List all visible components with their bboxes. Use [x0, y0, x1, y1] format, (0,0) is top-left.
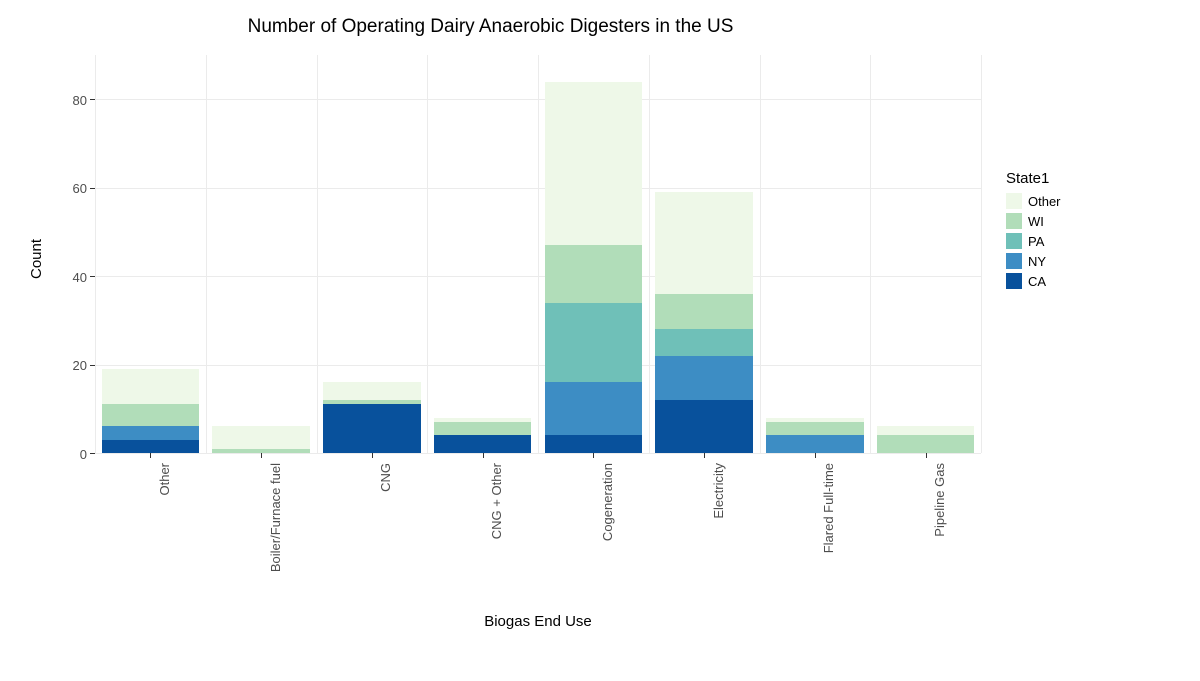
legend-item: CA [1006, 273, 1061, 289]
x-tick-mark [926, 453, 927, 458]
bar-segment [655, 192, 752, 294]
y-tick-mark [90, 276, 95, 277]
bar-segment [434, 422, 531, 435]
bar-segment [877, 426, 974, 435]
gridline-vertical [649, 55, 650, 453]
bar-segment [655, 294, 752, 329]
x-tick-label: CNG + Other [489, 463, 504, 663]
y-tick-label: 60 [47, 181, 87, 196]
y-tick-label: 40 [47, 270, 87, 285]
x-tick-mark [483, 453, 484, 458]
x-tick-label: Flared Full-time [821, 463, 836, 663]
x-tick-mark [261, 453, 262, 458]
legend-label: PA [1028, 234, 1044, 249]
chart-title: Number of Operating Dairy Anaerobic Dige… [0, 16, 981, 38]
bar-segment [434, 435, 531, 453]
legend-item: WI [1006, 213, 1061, 229]
bar-segment [545, 245, 642, 302]
x-tick-label: Other [157, 463, 172, 663]
gridline-vertical [538, 55, 539, 453]
y-tick-mark [90, 365, 95, 366]
legend-label: CA [1028, 274, 1046, 289]
x-tick-mark [815, 453, 816, 458]
bar-segment [766, 422, 863, 435]
gridline-vertical [317, 55, 318, 453]
bar-segment [323, 404, 420, 453]
bar-segment [545, 382, 642, 435]
bar-segment [545, 303, 642, 383]
x-tick-label: CNG [378, 463, 393, 663]
legend-item: PA [1006, 233, 1061, 249]
x-tick-label: Electricity [711, 463, 726, 663]
bar-segment [655, 400, 752, 453]
bar-segment [434, 418, 531, 422]
legend-swatch [1006, 233, 1022, 249]
legend-label: WI [1028, 214, 1044, 229]
bar-segment [323, 400, 420, 404]
x-tick-mark [704, 453, 705, 458]
gridline-vertical [870, 55, 871, 453]
x-tick-mark [593, 453, 594, 458]
legend: State1 Other WI PA NY CA [1006, 170, 1061, 293]
legend-label: Other [1028, 194, 1061, 209]
gridline-vertical [981, 55, 982, 453]
y-tick-mark [90, 188, 95, 189]
legend-swatch [1006, 253, 1022, 269]
y-tick-label: 0 [47, 447, 87, 462]
bar-segment [102, 369, 199, 404]
bar-segment [102, 426, 199, 439]
legend-label: NY [1028, 254, 1046, 269]
bar-segment [766, 435, 863, 453]
x-tick-label: Boiler/Furnace fuel [268, 463, 283, 663]
x-tick-label: Cogeneration [600, 463, 615, 663]
gridline-vertical [95, 55, 96, 453]
bar-segment [655, 356, 752, 400]
gridline-horizontal [95, 453, 981, 454]
x-tick-mark [372, 453, 373, 458]
bar-segment [212, 426, 309, 448]
bar-segment [877, 435, 974, 453]
bar-segment [545, 435, 642, 453]
gridline-vertical [760, 55, 761, 453]
bar-segment [766, 418, 863, 422]
y-tick-label: 20 [47, 358, 87, 373]
bar-segment [102, 404, 199, 426]
legend-item: NY [1006, 253, 1061, 269]
y-tick-label: 80 [47, 93, 87, 108]
y-axis-label: Count [28, 239, 45, 279]
x-tick-label: Pipeline Gas [932, 463, 947, 663]
legend-swatch [1006, 213, 1022, 229]
plot-area [95, 55, 981, 453]
x-tick-mark [150, 453, 151, 458]
bar-segment [323, 382, 420, 400]
bar-segment [545, 82, 642, 246]
legend-item: Other [1006, 193, 1061, 209]
chart-container: Number of Operating Dairy Anaerobic Dige… [0, 0, 1200, 681]
bar-segment [655, 329, 752, 356]
legend-swatch [1006, 273, 1022, 289]
gridline-vertical [427, 55, 428, 453]
y-tick-mark [90, 453, 95, 454]
y-tick-mark [90, 99, 95, 100]
legend-title: State1 [1006, 170, 1061, 187]
gridline-vertical [206, 55, 207, 453]
legend-swatch [1006, 193, 1022, 209]
bar-segment [102, 440, 199, 453]
